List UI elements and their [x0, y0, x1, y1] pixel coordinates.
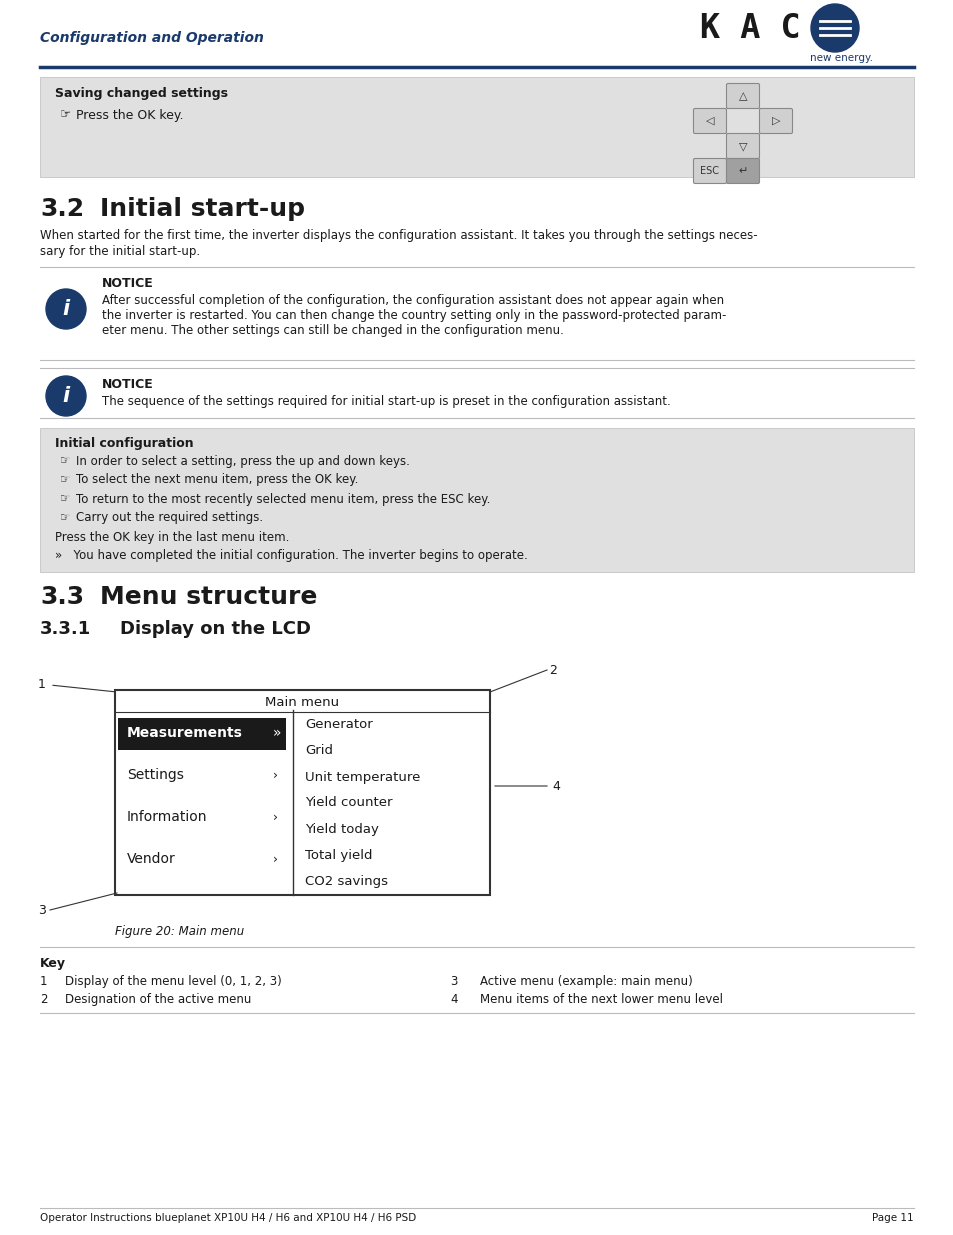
Text: Main menu: Main menu: [265, 697, 339, 709]
Text: ›: ›: [273, 768, 277, 782]
Text: NOTICE: NOTICE: [102, 277, 153, 290]
Text: 1: 1: [40, 974, 48, 988]
Text: ▽: ▽: [738, 141, 746, 151]
FancyBboxPatch shape: [726, 133, 759, 158]
FancyBboxPatch shape: [726, 84, 759, 109]
Text: Vendor: Vendor: [127, 852, 175, 866]
Text: the inverter is restarted. You can then change the country setting only in the p: the inverter is restarted. You can then …: [102, 309, 725, 322]
Text: sary for the initial start-up.: sary for the initial start-up.: [40, 245, 200, 258]
Text: ☞: ☞: [60, 511, 71, 525]
Circle shape: [46, 375, 86, 416]
Text: new energy.: new energy.: [809, 53, 872, 63]
Text: Display of the menu level (0, 1, 2, 3): Display of the menu level (0, 1, 2, 3): [65, 974, 281, 988]
Text: Page 11: Page 11: [871, 1213, 913, 1223]
Text: ›: ›: [273, 852, 277, 866]
Text: 2: 2: [549, 663, 557, 677]
Text: Information: Information: [127, 810, 208, 824]
Text: 4: 4: [450, 993, 457, 1007]
Text: »: »: [273, 726, 281, 740]
Text: Menu structure: Menu structure: [100, 585, 317, 609]
Circle shape: [810, 4, 858, 52]
Text: Yield today: Yield today: [305, 823, 378, 836]
Text: To select the next menu item, press the OK key.: To select the next menu item, press the …: [76, 473, 358, 487]
Text: Configuration and Operation: Configuration and Operation: [40, 31, 264, 44]
Text: ☞: ☞: [60, 109, 71, 121]
Text: 3.2: 3.2: [40, 198, 84, 221]
Text: ›: ›: [273, 810, 277, 824]
Text: 3: 3: [38, 904, 46, 916]
Text: CO2 savings: CO2 savings: [305, 874, 388, 888]
Text: Generator: Generator: [305, 719, 373, 731]
Text: ESC: ESC: [700, 165, 719, 177]
Text: »   You have completed the initial configuration. The inverter begins to operate: » You have completed the initial configu…: [55, 550, 527, 562]
Text: Designation of the active menu: Designation of the active menu: [65, 993, 251, 1007]
Text: i: i: [62, 299, 70, 319]
Text: ▷: ▷: [771, 116, 780, 126]
Text: 4: 4: [552, 779, 559, 793]
Text: After successful completion of the configuration, the configuration assistant do: After successful completion of the confi…: [102, 294, 723, 308]
Text: Yield counter: Yield counter: [305, 797, 392, 809]
Text: Total yield: Total yield: [305, 848, 372, 862]
Text: 3.3: 3.3: [40, 585, 84, 609]
Text: Initial start-up: Initial start-up: [100, 198, 305, 221]
Text: When started for the first time, the inverter displays the configuration assista: When started for the first time, the inv…: [40, 228, 757, 242]
FancyBboxPatch shape: [693, 109, 726, 133]
Text: K A C O: K A C O: [700, 11, 840, 44]
Text: Grid: Grid: [305, 745, 333, 757]
Text: To return to the most recently selected menu item, press the ESC key.: To return to the most recently selected …: [76, 493, 490, 505]
FancyBboxPatch shape: [693, 158, 726, 184]
Text: ☞: ☞: [60, 493, 71, 505]
Text: Display on the LCD: Display on the LCD: [120, 620, 311, 638]
Bar: [118, 718, 286, 750]
Text: Settings: Settings: [127, 768, 184, 782]
Text: i: i: [62, 387, 70, 406]
Text: Press the OK key in the last menu item.: Press the OK key in the last menu item.: [55, 531, 289, 543]
Text: Active menu (example: main menu): Active menu (example: main menu): [479, 974, 692, 988]
Circle shape: [46, 289, 86, 329]
Text: Press the OK key.: Press the OK key.: [76, 109, 183, 121]
Text: Initial configuration: Initial configuration: [55, 436, 193, 450]
Text: Operator Instructions blueplanet XP10U H4 / H6 and XP10U H4 / H6 PSD: Operator Instructions blueplanet XP10U H…: [40, 1213, 416, 1223]
Text: ☞: ☞: [60, 454, 71, 468]
Text: 1: 1: [38, 678, 46, 692]
Text: △: △: [738, 91, 746, 101]
Text: eter menu. The other settings can still be changed in the configuration menu.: eter menu. The other settings can still …: [102, 324, 563, 337]
FancyBboxPatch shape: [759, 109, 792, 133]
Text: Menu items of the next lower menu level: Menu items of the next lower menu level: [479, 993, 722, 1007]
Text: Saving changed settings: Saving changed settings: [55, 86, 228, 100]
Text: 3: 3: [450, 974, 456, 988]
Text: In order to select a setting, press the up and down keys.: In order to select a setting, press the …: [76, 454, 410, 468]
Text: Measurements: Measurements: [127, 726, 243, 740]
Text: ↵: ↵: [738, 165, 747, 177]
Text: The sequence of the settings required for initial start-up is preset in the conf: The sequence of the settings required fo…: [102, 395, 670, 408]
Bar: [40, 77, 913, 177]
Text: ◁: ◁: [705, 116, 714, 126]
FancyBboxPatch shape: [726, 158, 759, 184]
Text: NOTICE: NOTICE: [102, 378, 153, 391]
Bar: [40, 429, 913, 572]
Text: 3.3.1: 3.3.1: [40, 620, 91, 638]
Text: Unit temperature: Unit temperature: [305, 771, 420, 783]
Text: Carry out the required settings.: Carry out the required settings.: [76, 511, 263, 525]
Text: Figure 20: Main menu: Figure 20: Main menu: [115, 925, 244, 939]
Bar: [115, 690, 490, 895]
Text: ☞: ☞: [60, 473, 71, 487]
Text: Key: Key: [40, 957, 66, 969]
Text: 2: 2: [40, 993, 48, 1007]
